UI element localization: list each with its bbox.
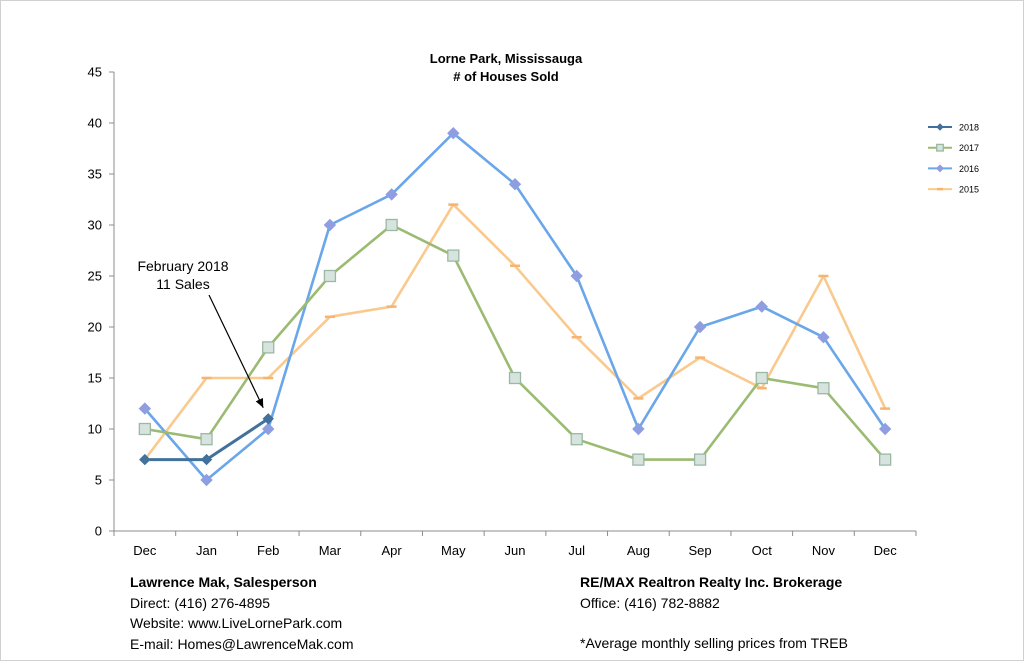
y-tick-label: 5 [95,473,102,488]
data-point-2016 [878,422,892,436]
data-point-2017 [138,422,151,436]
y-tick-label: 0 [95,524,102,539]
annotation-text: February 2018 [137,258,228,274]
data-point-2018 [262,413,274,425]
data-point-2017 [632,453,645,466]
x-tick-label: Feb [257,543,279,558]
legend-marker-2016 [935,164,945,173]
data-point-2017 [755,371,768,385]
chart-title-line: Lorne Park, Mississauga [430,51,583,66]
source-note: *Average monthly selling prices from TRE… [580,635,848,651]
y-tick-label: 30 [88,218,102,233]
agent-email: E-mail: Homes@LawrenceMak.com [130,635,354,652]
y-tick-label: 10 [88,422,102,437]
y-tick-label: 25 [88,269,102,284]
data-point-2017 [817,382,830,395]
series-line-2015 [143,203,887,461]
footer-right: RE/MAX Realtron Realty Inc. Brokerage Of… [580,572,848,654]
x-tick-label: Oct [752,543,773,558]
agent-direct-phone: Direct: (416) 276-4895 [130,594,271,611]
data-point-2017 [570,433,583,446]
data-point-2016 [570,269,583,283]
data-point-2016 [755,300,768,313]
annotation-text: 11 Sales [156,276,209,292]
x-tick-label: Jan [196,543,217,558]
x-tick-label: Dec [874,543,898,558]
agent-website: Website: www.LiveLornePark.com [130,615,343,631]
y-tick-label: 35 [88,167,102,182]
x-tick-label: Apr [381,543,402,558]
brokerage-name: RE/MAX Realtron Realty Inc. Brokerage [580,574,843,590]
y-tick-label: 45 [88,65,102,80]
data-point-2017 [323,269,337,283]
data-point-2017 [200,433,213,446]
chart-title: Lorne Park, Mississauga # of Houses Sold [430,51,583,84]
legend-marker-2017 [936,143,944,152]
legend-label-2016: 2016 [959,164,979,174]
agent-name: Lawrence Mak, Salesperson [130,574,317,590]
data-point-2016 [693,320,707,334]
annotation: February 2018 11 Sales [137,258,264,409]
data-point-2017 [693,453,707,466]
office-phone: Office: (416) 782-8882 [580,594,720,611]
data-point-2016 [138,402,152,415]
data-point-2016 [385,188,398,201]
data-point-2016 [262,422,275,436]
footer-left: Lawrence Mak, Salesperson Direct: (416) … [130,572,354,654]
data-point-2016 [508,177,522,191]
annotation-arrowhead [255,397,264,408]
legend-label-2015: 2015 [959,185,979,195]
legend-label-2017: 2017 [959,143,979,153]
data-point-2017 [447,249,460,262]
data-point-2016 [817,330,830,344]
y-tick-label: 15 [88,371,102,386]
x-tick-label: May [441,543,466,558]
x-tick-label: Jul [568,543,585,558]
series-line-2017 [143,223,887,461]
legend-label-2018: 2018 [959,123,979,133]
data-point-2016 [323,218,337,232]
data-point-2017 [385,218,398,232]
data-point-2017 [879,453,892,466]
x-tick-label: Aug [627,543,650,558]
x-tick-label: Sep [689,543,712,558]
legend: 2018 2017 2016 2015 [928,123,979,195]
data-point-2016 [632,422,645,436]
x-tick-label: Nov [812,543,836,558]
annotation-arrow-line [208,294,264,409]
x-tick-label: Jun [505,543,526,558]
series-markers [138,126,892,487]
y-tick-label: 20 [88,320,102,335]
chart-title-line: # of Houses Sold [453,69,559,84]
data-point-2016 [200,473,213,487]
chart-axes: 0 5 10 15 20 25 30 35 40 45 Dec Jan Feb Mar Apr May Jun J… [88,65,917,558]
legend-marker-2018 [936,123,944,131]
data-point-2018 [200,453,213,466]
x-tick-label: Mar [319,543,342,558]
data-point-2017 [262,341,275,354]
y-tick-label: 40 [88,116,102,131]
data-point-2018 [139,453,151,466]
x-tick-label: Dec [133,543,157,558]
data-point-2017 [508,371,522,385]
data-point-2016 [447,126,460,140]
